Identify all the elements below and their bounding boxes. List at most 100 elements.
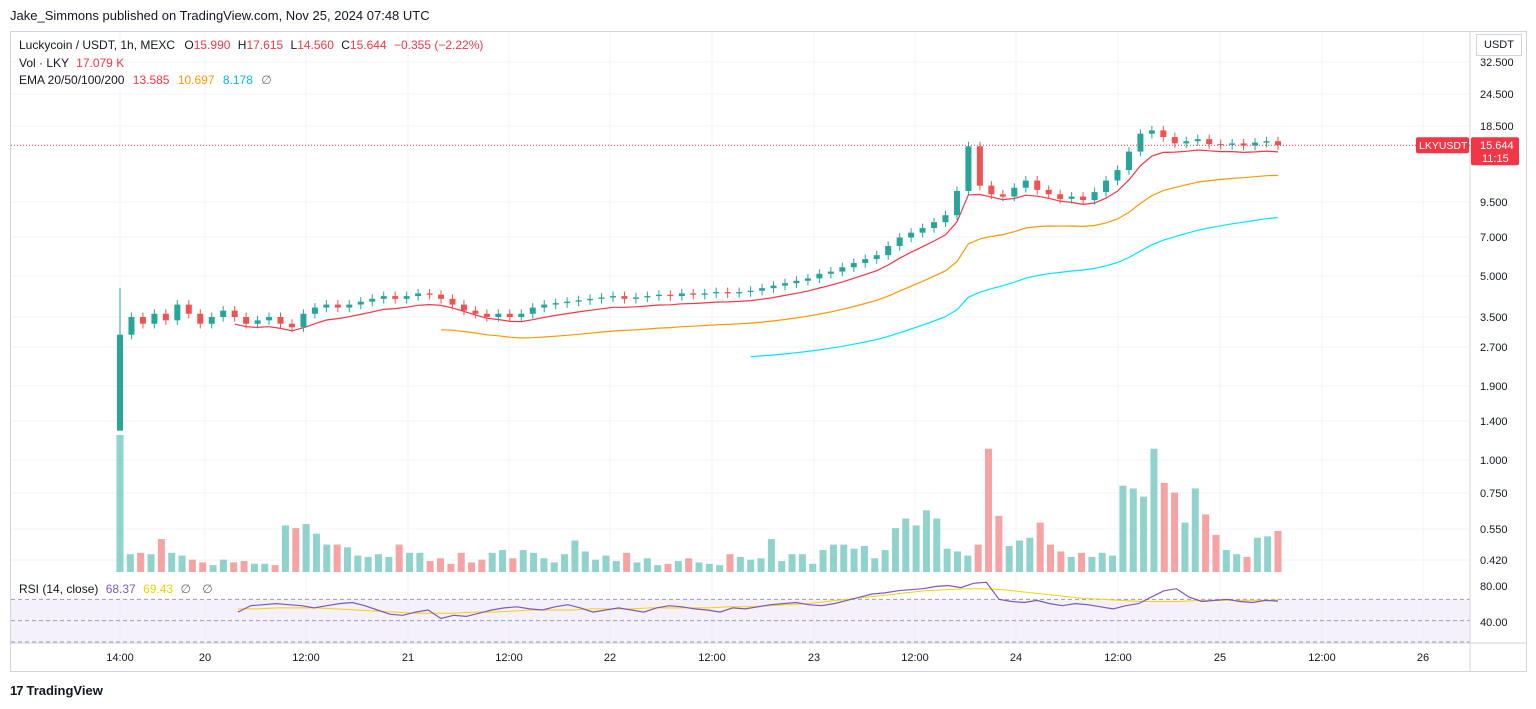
candle-body — [460, 304, 467, 311]
volume-bar — [395, 544, 403, 572]
candle-body — [415, 293, 422, 297]
candle-body — [873, 255, 880, 260]
volume-bar — [612, 561, 620, 572]
candle-body — [839, 267, 846, 272]
volume-bar — [157, 539, 165, 572]
rsi-ma-value: 69.43 — [143, 582, 174, 596]
symbol-badge-text: LKYUSDT — [1419, 140, 1468, 152]
volume-bar — [1119, 485, 1127, 572]
candle-body — [1103, 180, 1110, 193]
candle-body — [1240, 143, 1247, 146]
volume-bar — [1088, 556, 1096, 572]
volume-bar — [561, 554, 569, 572]
candle-body — [965, 146, 972, 191]
volume-bar — [592, 559, 600, 572]
countdown-text: 11:15 — [1482, 153, 1509, 165]
time-tick-label: 20 — [199, 652, 211, 664]
time-tick-label: 25 — [1214, 652, 1226, 664]
volume-bar — [891, 528, 899, 572]
volume-bar — [726, 554, 734, 572]
volume-bar — [292, 528, 300, 572]
candle-body — [931, 222, 938, 229]
rsi-label[interactable]: RSI (14, close) — [19, 582, 99, 596]
volume-bar — [767, 539, 775, 572]
volume-bar — [664, 563, 672, 572]
price-tick-label: 0.550 — [1480, 524, 1508, 536]
price-tick-label: 18.500 — [1480, 121, 1514, 133]
candle-body — [139, 317, 146, 324]
volume-bar — [840, 544, 848, 572]
candle-body — [1171, 137, 1178, 144]
volume-bar — [985, 448, 992, 572]
rsi-pane — [11, 581, 1470, 643]
volume-bar — [747, 559, 755, 572]
candle-body — [770, 285, 777, 289]
volume-bar — [519, 550, 527, 572]
volume-bar — [364, 556, 372, 572]
time-tick-label: 24 — [1010, 652, 1022, 664]
volume-bar — [354, 555, 362, 572]
price-tick-label: 32.500 — [1480, 57, 1514, 69]
price-tick-label: 5.000 — [1480, 271, 1508, 283]
volume-label[interactable]: Vol · LKY — [19, 55, 69, 70]
volume-bar — [488, 552, 496, 572]
candle-body — [449, 298, 456, 305]
grid-lines — [11, 32, 1470, 642]
volume-bar — [437, 558, 445, 572]
volume-bar — [674, 561, 682, 572]
volume-bar — [912, 525, 920, 572]
rsi-null-2: ∅ — [202, 582, 213, 596]
time-tick-label: 26 — [1417, 652, 1429, 664]
volume-bar — [209, 565, 217, 572]
candle-body — [942, 215, 949, 223]
candle-body — [518, 313, 525, 317]
volume-bar — [1264, 536, 1272, 572]
last-price-text: 15.644 — [1480, 140, 1514, 152]
candle-body — [254, 320, 261, 324]
candle-body — [1217, 144, 1224, 146]
candle-body — [1160, 130, 1167, 138]
rsi-tick-label: 40.00 — [1480, 617, 1508, 629]
candle-body — [426, 293, 433, 295]
volume-bar — [1253, 537, 1261, 572]
ema50-value: 10.697 — [177, 73, 215, 87]
symbol-title[interactable]: Luckycoin / USDT, 1h, MEXC — [19, 38, 176, 52]
ema-label[interactable]: EMA 20/50/100/200 — [19, 73, 125, 87]
candle-body — [266, 317, 273, 321]
candle-body — [1034, 180, 1041, 190]
time-tick-label: 21 — [402, 652, 414, 664]
volume-bar — [1171, 492, 1179, 572]
volume-bar — [230, 562, 238, 572]
volume-bar — [302, 524, 310, 572]
volume-bar — [1212, 535, 1220, 572]
volume-bar — [1222, 550, 1230, 572]
publisher-line: Jake_Simmons published on TradingView.co… — [10, 8, 430, 23]
volume-bar — [953, 551, 961, 572]
volume-bar — [1098, 552, 1106, 572]
brand-name: TradingView — [26, 683, 103, 698]
volume-bar — [457, 552, 465, 572]
candle-body — [1252, 142, 1259, 146]
candle-body — [288, 323, 295, 328]
candle-body — [885, 245, 892, 256]
candle-body — [564, 301, 571, 304]
candle-body — [392, 296, 399, 299]
candle-body — [403, 296, 410, 299]
volume-bar — [881, 550, 889, 572]
low-value: 14.560 — [297, 38, 334, 52]
volume-bar — [902, 518, 910, 572]
volume-bar — [1140, 496, 1148, 572]
candle-body — [197, 313, 204, 324]
candle-body — [575, 300, 582, 302]
price-axis-unit[interactable]: USDT — [1476, 34, 1522, 56]
volume-bar — [1233, 554, 1241, 572]
candle-body — [380, 296, 387, 299]
high-label: H — [237, 38, 247, 52]
candle-body — [529, 307, 536, 314]
volume-bar — [716, 565, 724, 572]
candle-body — [277, 317, 284, 324]
candle-body — [908, 232, 915, 238]
volume-bar — [416, 552, 424, 572]
last-price-badge — [1471, 137, 1519, 166]
